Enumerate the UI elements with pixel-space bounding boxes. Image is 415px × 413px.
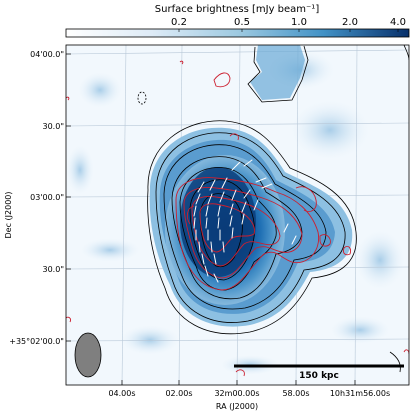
axis-ticks xyxy=(66,53,356,385)
scale-bar: 150 kpc xyxy=(234,364,404,381)
black-contours xyxy=(137,45,409,373)
colorbar-ticks xyxy=(178,29,399,32)
beam-ellipse xyxy=(74,332,102,378)
y-tick-label: 30.0" xyxy=(43,122,65,131)
colorbar-tick-label: 2.0 xyxy=(342,17,358,28)
colorbar-tick-label: 4.0 xyxy=(390,17,406,28)
x-tick-label: 58.00s xyxy=(282,389,309,398)
colorbar-tick-label: 0.2 xyxy=(171,17,187,28)
x-tick-label: 02.00s xyxy=(165,389,192,398)
x-tick-label: 32m00.00s xyxy=(214,389,259,398)
colorbar-gradient xyxy=(65,28,410,38)
y-tick-label: 04'00.0" xyxy=(30,50,64,59)
x-tick-labels: 04.00s 02.00s 32m00.00s 58.00s 10h31m56.… xyxy=(108,389,390,398)
y-tick-labels: 04'00.0" 30.0" 03'00.0" 30.0" +35°02'00.… xyxy=(9,50,64,346)
colorbar-title: Surface brightness [mJy beam⁻¹] xyxy=(155,4,320,15)
colorbar: Surface brightness [mJy beam⁻¹] 0.2 0.5 … xyxy=(65,4,410,38)
x-tick-label: 10h31m56.00s xyxy=(330,389,390,398)
y-tick-label: 03'00.0" xyxy=(30,193,64,202)
y-tick-label: +35°02'00.0" xyxy=(9,337,64,346)
y-tick-label: 30.0" xyxy=(43,265,65,274)
image-panel: 150 kpc xyxy=(65,44,410,386)
colorbar-tick-label: 0.5 xyxy=(234,17,250,28)
scale-bar-label: 150 kpc xyxy=(299,371,339,381)
x-tick-label: 04.00s xyxy=(108,389,135,398)
image-frame xyxy=(65,44,410,386)
y-axis-title: Dec (J2000) xyxy=(4,192,13,239)
colorbar-tick-label: 1.0 xyxy=(291,17,307,28)
northern-extension xyxy=(250,45,305,100)
x-axis-title: RA (J2000) xyxy=(216,402,258,411)
red-contours xyxy=(66,60,409,377)
polarization-vectors xyxy=(193,159,297,283)
